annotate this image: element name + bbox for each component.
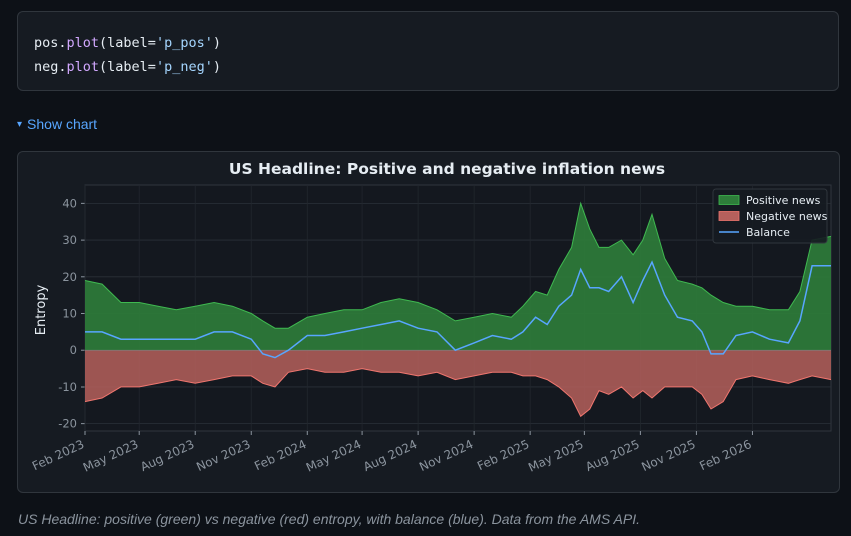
positive-news-area: [85, 203, 831, 351]
x-tick-label: Nov 2025: [639, 437, 697, 474]
negative-news-area: [85, 350, 831, 417]
x-tick-label: May 2025: [526, 437, 586, 475]
y-tick-label: 40: [62, 196, 77, 210]
x-tick-label: Feb 2025: [475, 437, 531, 473]
y-tick-label: 30: [62, 233, 77, 247]
x-tick-label: May 2023: [81, 437, 141, 475]
y-tick-label: -10: [58, 380, 77, 394]
code-object: neg.: [34, 59, 67, 75]
code-string: 'p_pos': [155, 35, 213, 51]
x-tick-label: Aug 2024: [361, 437, 419, 474]
y-tick-label: 0: [70, 343, 77, 357]
x-tick-label: Feb 2026: [697, 437, 753, 473]
chart-card: US Headline: Positive and negative infla…: [17, 151, 840, 493]
chart-svg: US Headline: Positive and negative infla…: [30, 160, 832, 475]
code-line-2: neg.plot(label='p_neg'): [34, 55, 822, 79]
y-axis-label: Entropy: [34, 284, 49, 335]
show-chart-label: Show chart: [27, 116, 98, 132]
legend-label: Balance: [746, 226, 790, 239]
chart-caption: US Headline: positive (green) vs negativ…: [18, 511, 640, 527]
code-args: (label=: [99, 59, 156, 75]
legend-swatch: [718, 195, 740, 205]
code-close: ): [212, 35, 221, 51]
x-tick-label: Aug 2025: [583, 437, 641, 474]
y-tick-label: 10: [62, 307, 77, 321]
x-tick-label: Aug 2023: [138, 437, 196, 474]
code-object: pos.: [34, 35, 67, 51]
x-tick-label: Nov 2023: [194, 437, 252, 474]
negative-news-line: [84, 368, 832, 418]
code-args: (label=: [99, 35, 156, 51]
y-tick-label: 20: [62, 270, 77, 284]
caret-down-icon: ▾: [17, 118, 23, 130]
code-close: ): [212, 59, 221, 75]
x-tick-label: Nov 2024: [417, 437, 475, 474]
chart-legend: Positive news Negative news Balance: [712, 188, 828, 244]
chart-title: US Headline: Positive and negative infla…: [229, 160, 665, 178]
code-function: plot: [66, 59, 100, 75]
positive-news-line: [84, 201, 832, 329]
legend-label: Negative news: [746, 210, 828, 223]
x-tick-label: Feb 2023: [30, 437, 86, 473]
legend-swatch: [718, 211, 740, 221]
y-tick-label: -20: [58, 417, 77, 431]
code-line-1: pos.plot(label='p_pos'): [34, 31, 822, 55]
show-chart-toggle[interactable]: ▾ Show chart: [17, 116, 97, 132]
code-block: pos.plot(label='p_pos') neg.plot(label='…: [17, 11, 839, 91]
legend-label: Positive news: [746, 194, 821, 207]
balance-line: [85, 260, 831, 359]
legend-box: [712, 188, 828, 244]
code-function: plot: [66, 35, 100, 51]
x-tick-label: Feb 2024: [252, 437, 308, 473]
x-tick-label: May 2024: [304, 437, 364, 475]
code-string: 'p_neg': [155, 59, 213, 75]
